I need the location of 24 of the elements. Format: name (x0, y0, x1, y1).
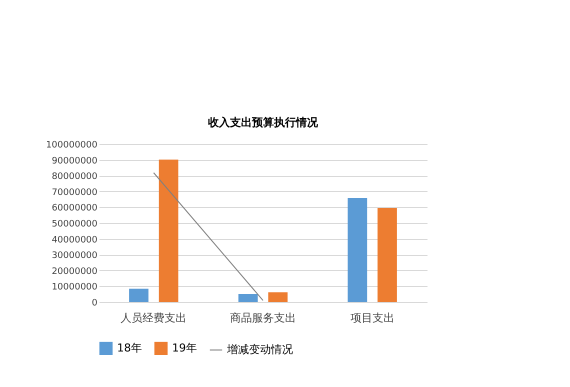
y-tick-label: 90000000 (52, 156, 98, 166)
legend-label: 18年 (117, 341, 142, 354)
legend-label: 增减变动情况 (226, 343, 293, 356)
y-tick-label: 0 (92, 298, 98, 308)
y-tick-label: 80000000 (52, 172, 98, 182)
bar (268, 292, 288, 302)
bar (238, 294, 258, 302)
y-tick-label: 40000000 (52, 235, 98, 246)
y-tick-label: 20000000 (52, 266, 98, 277)
x-tick-label: 人员经费支出 (120, 312, 187, 324)
bar (378, 208, 397, 302)
y-tick-label: 10000000 (52, 282, 98, 293)
y-tick-label: 50000000 (52, 220, 98, 230)
y-tick-label: 70000000 (52, 188, 98, 198)
x-tick-label: 项目支出 (350, 312, 394, 324)
bar (158, 160, 178, 302)
x-tick-label: 商品服务支出 (230, 312, 296, 324)
bar (129, 288, 148, 302)
chart-title: 收入支出预算执行情况 (208, 116, 319, 129)
y-tick-label: 100000000 (46, 140, 98, 150)
y-tick-label: 30000000 (52, 251, 98, 262)
bar (348, 198, 368, 302)
legend-label: 19年 (172, 341, 197, 354)
y-tick-label: 60000000 (52, 204, 98, 214)
